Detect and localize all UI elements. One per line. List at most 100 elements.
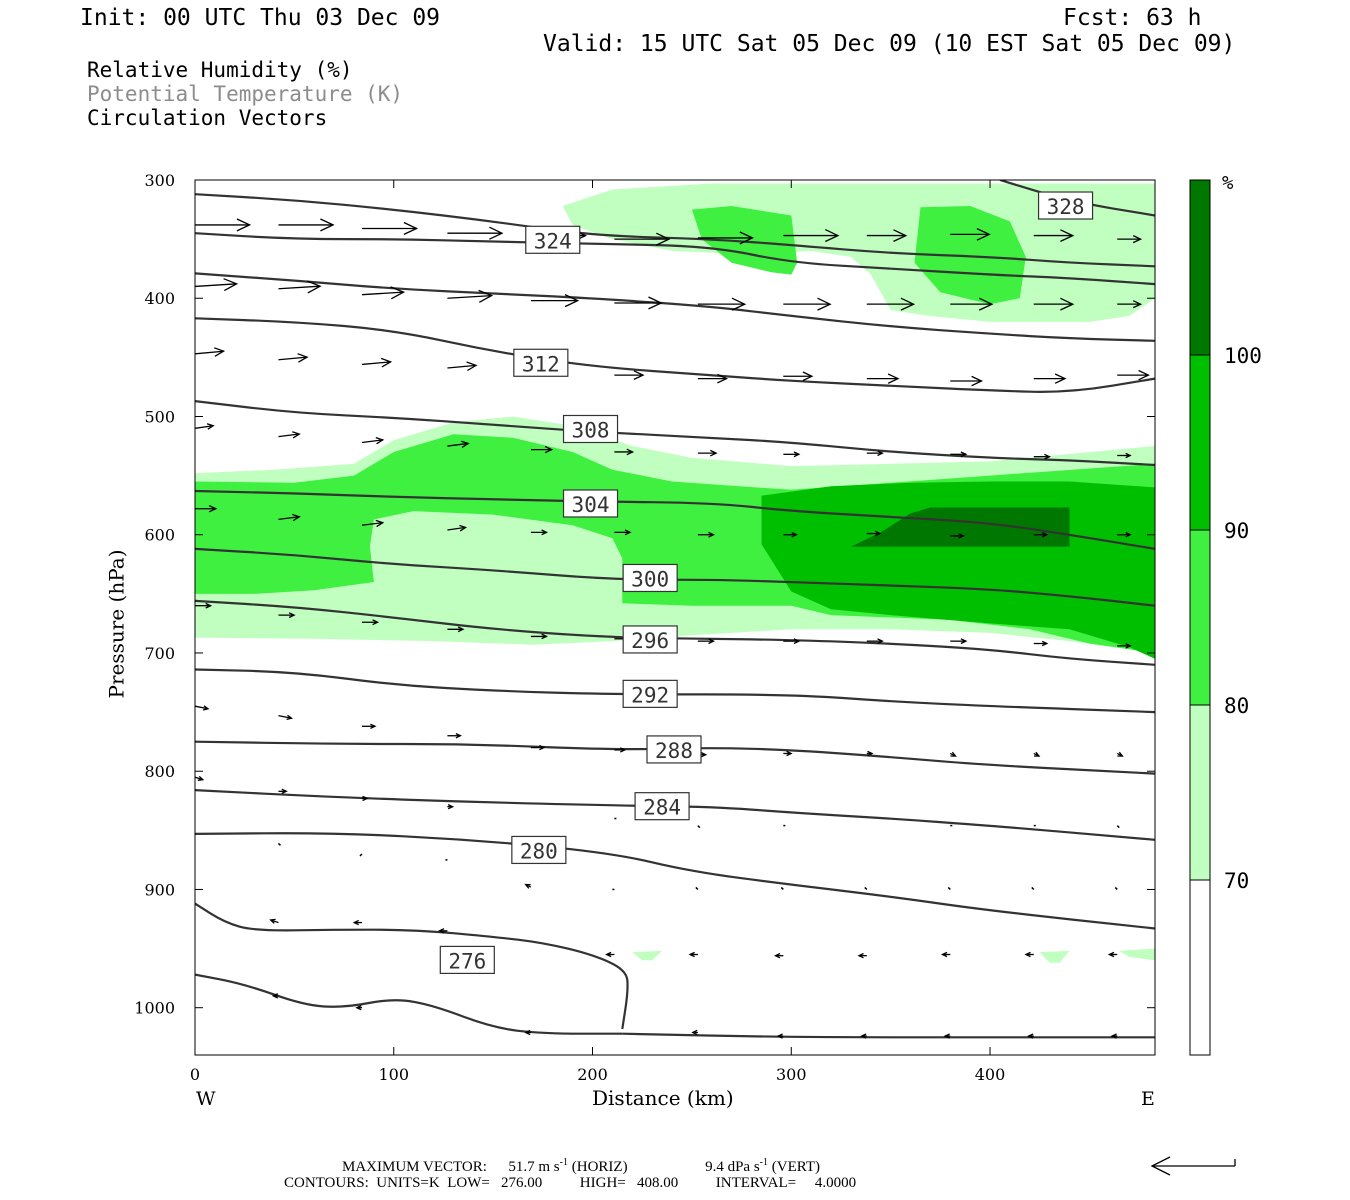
max-vert-exponent: -1: [759, 1157, 769, 1168]
circulation-vector: [614, 448, 635, 456]
circulation-vector: [866, 229, 908, 242]
circulation-vector: [614, 370, 645, 380]
contour-label-text-312: 312: [522, 352, 560, 376]
theta-contour-284: [195, 789, 1155, 841]
circulation-vector: [866, 450, 884, 457]
circulation-vector: [195, 218, 252, 232]
circulation-vector: [271, 993, 279, 999]
x-axis-east-label: E: [1141, 1088, 1155, 1110]
circulation-vector: [783, 451, 801, 458]
circulation-vector: [361, 436, 385, 445]
circulation-vector: [530, 529, 549, 536]
circulation-vector: [697, 531, 716, 538]
circulation-vector: [864, 886, 868, 890]
circulation-vector: [352, 919, 362, 926]
circulation-vector: [773, 952, 784, 959]
circulation-vector: [866, 530, 882, 537]
plot-frame: [194, 179, 1156, 1056]
circulation-vector: [278, 788, 288, 794]
theta-contours: [195, 180, 1155, 1039]
contour-labels: 276 280 284 288 292 296 300 304 308 312 324 328: [439, 191, 1094, 975]
circulation-vector: [278, 513, 301, 522]
circulation-vector: [697, 449, 718, 457]
circulation-vector: [1117, 532, 1132, 538]
circulation-vector: [950, 451, 968, 458]
circulation-vector: [278, 431, 301, 439]
circulation-vector: [695, 886, 699, 890]
theta-contour-304: [195, 489, 1155, 550]
circulation-vector: [524, 883, 532, 889]
colorbar-level-label: 90: [1224, 519, 1249, 543]
contour-label-text-328: 328: [1047, 195, 1085, 219]
circulation-vector: [361, 357, 393, 368]
contours-info: CONTOURS: UNITS=K LOW= 276.00 HIGH= 408.…: [284, 1175, 857, 1191]
circulation-vector: [614, 529, 632, 536]
circulation-vector: [195, 278, 239, 292]
colorbar-unit-label: %: [1222, 172, 1234, 194]
circulation-vector: [1116, 825, 1120, 829]
contour-label-328: 328: [1037, 191, 1094, 220]
x-tick-label: 300: [776, 1065, 807, 1084]
theta-contour-312: [195, 317, 1155, 393]
rh-region-5: [1119, 948, 1155, 961]
circulation-vector: [783, 297, 832, 311]
theta-contour-276: [195, 902, 629, 1030]
circulation-vector: [277, 842, 282, 846]
contour-label-288: 288: [646, 735, 702, 764]
circulation-vector: [950, 297, 994, 311]
reference-vector: [1150, 1156, 1236, 1176]
legend-relative-humidity: Relative Humidity (%): [87, 58, 353, 82]
circulation-vector: [697, 297, 747, 311]
circulation-vector: [1031, 886, 1035, 890]
circulation-vector: [697, 638, 716, 645]
circulation-vector: [940, 951, 951, 958]
circulation-vector: [860, 1033, 867, 1039]
circulation-vector: [783, 371, 814, 382]
circulation-vector: [605, 951, 615, 958]
colorbar-swatch: [1189, 879, 1211, 1056]
theta-contour-unlabeled-14: [195, 193, 1155, 268]
x-tick-label: 100: [378, 1065, 409, 1084]
contour-label-text-296: 296: [631, 629, 669, 653]
contour-label-304: 304: [562, 489, 619, 518]
circulation-vector: [195, 775, 205, 781]
max-vert-unit: (VERT): [771, 1159, 821, 1175]
circulation-vector: [866, 297, 916, 311]
circulation-vector: [195, 602, 213, 609]
circulation-vector: [866, 373, 900, 384]
circulation-vector: [1033, 640, 1049, 647]
max-horiz-exponent: -1: [559, 1157, 568, 1168]
colorbar-swatch: [1189, 354, 1211, 531]
circulation-vector: [1116, 751, 1124, 757]
max-vector-line: MAXIMUM VECTOR: 51.7 m s-1 (HORIZ) 9.4 d…: [342, 1157, 820, 1176]
circulation-vector: [947, 886, 951, 890]
circulation-vector: [1114, 886, 1118, 890]
theta-contour-unlabeled-12: [195, 272, 1155, 342]
circulation-vector: [447, 361, 478, 372]
circulation-vector: [278, 612, 296, 619]
contour-label-312: 312: [513, 348, 569, 377]
circulation-vector: [447, 524, 468, 532]
circulation-vector: [447, 804, 455, 810]
y-tick-label: 800: [144, 762, 175, 781]
contour-label-text-300: 300: [631, 567, 669, 591]
legend-circulation-vectors: Circulation Vectors: [87, 106, 328, 130]
circulation-vector: [269, 918, 279, 924]
theta-contour-308: [195, 400, 1155, 467]
circulation-vector: [1024, 951, 1034, 958]
rh-region-7: [914, 206, 1026, 305]
circulation-vector: [1033, 453, 1051, 460]
contour-label-text-276: 276: [448, 949, 486, 973]
circulation-vector: [530, 445, 554, 454]
y-tick-label: 400: [144, 289, 175, 308]
circulation-vector: [1033, 532, 1049, 538]
x-tick-label: 400: [975, 1065, 1006, 1084]
colorbar-swatch: [1189, 179, 1211, 356]
contour-label-text-288: 288: [655, 739, 693, 763]
circulation-vector: [614, 747, 627, 753]
circulation-vector: [614, 296, 663, 310]
x-axis-west-label: W: [196, 1088, 216, 1110]
legend-potential-temperature: Potential Temperature (K): [87, 82, 404, 106]
circulation-vector: [447, 226, 504, 240]
